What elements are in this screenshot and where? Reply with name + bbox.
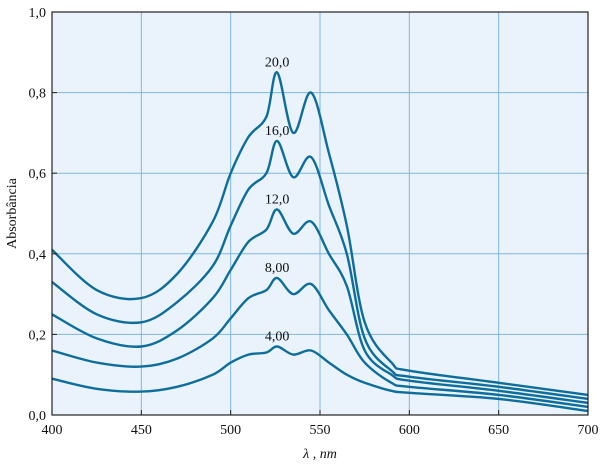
y-tick-label: 0,0 bbox=[29, 409, 47, 424]
x-tick-label: 700 bbox=[578, 423, 599, 438]
y-tick-label: 0,4 bbox=[29, 248, 47, 263]
series-line-0 bbox=[51, 345, 589, 413]
y-tick-label: 0,2 bbox=[29, 328, 47, 343]
curve-label: 12,0 bbox=[265, 192, 290, 207]
curve-label: 8,00 bbox=[265, 261, 290, 276]
x-tick-label: 400 bbox=[42, 423, 63, 438]
series-line-2 bbox=[51, 208, 589, 405]
x-tick-label: 600 bbox=[399, 423, 420, 438]
curve-label: 4,00 bbox=[265, 329, 290, 344]
series-line-1 bbox=[51, 276, 589, 409]
x-axis-title: λ , nm bbox=[302, 447, 337, 462]
x-tick-label: 500 bbox=[220, 423, 241, 438]
axis-ticks: 400 450 500 550 600 650 700 0,0 0,2 0,4 0,6 0,8 1,0 bbox=[29, 6, 599, 438]
x-tick-label: 450 bbox=[131, 423, 152, 438]
curve-label: 20,0 bbox=[265, 55, 290, 70]
series-lines bbox=[51, 71, 589, 413]
curve-label: 16,0 bbox=[265, 124, 290, 139]
series-line-4 bbox=[51, 71, 589, 397]
x-tick-label: 650 bbox=[488, 423, 509, 438]
series-line-3 bbox=[51, 139, 589, 401]
y-tick-label: 1,0 bbox=[29, 6, 47, 21]
y-tick-label: 0,8 bbox=[29, 87, 47, 102]
x-tick-label: 550 bbox=[310, 423, 331, 438]
y-axis-title: Absorbância bbox=[5, 177, 20, 249]
y-tick-label: 0,6 bbox=[29, 167, 47, 182]
curve-labels: 4,00 8,00 12,0 16,0 20,0 bbox=[265, 55, 290, 344]
